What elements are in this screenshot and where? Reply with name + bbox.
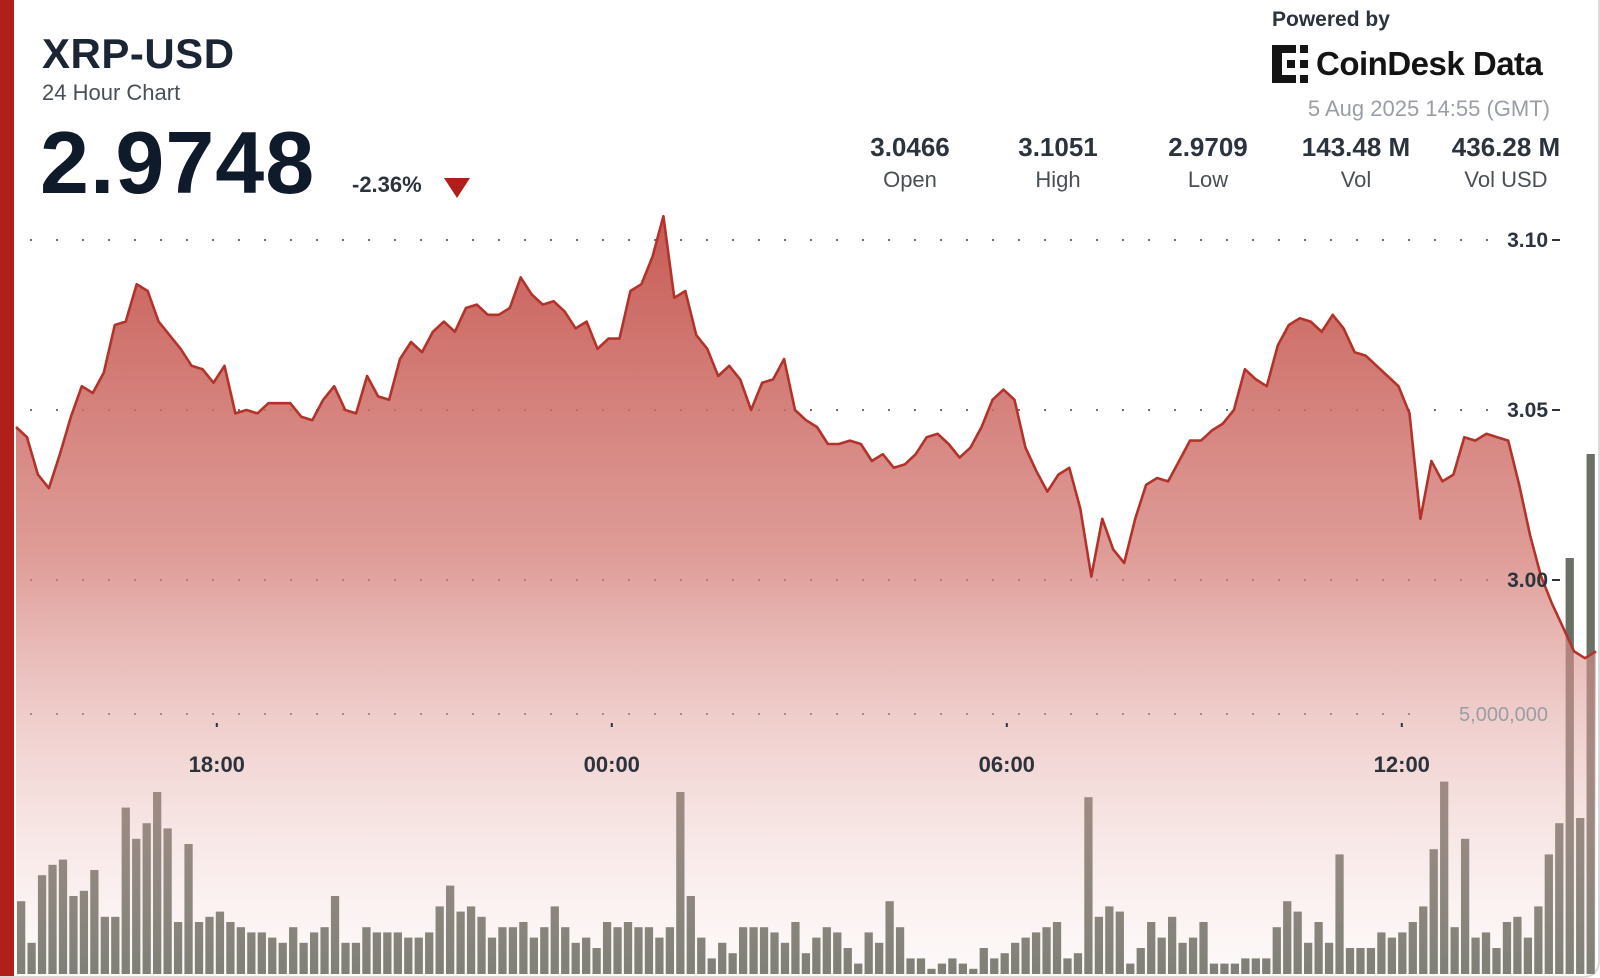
price-area-fill <box>16 216 1596 974</box>
accent-bar <box>0 0 14 978</box>
x-tick-label: 12:00 <box>1374 752 1430 777</box>
stat-label: Low <box>1187 167 1229 192</box>
stat-label: Vol USD <box>1464 167 1548 192</box>
stat-high: 3.1051 High <box>988 132 1128 198</box>
x-tick-label: 06:00 <box>979 752 1035 777</box>
stat-label: Vol <box>1340 167 1372 192</box>
timestamp: 5 Aug 2025 14:55 (GMT) <box>1307 96 1550 121</box>
stat-label: Open <box>883 167 937 192</box>
price-area <box>15 214 1597 974</box>
current-price: 2.9748 <box>40 113 316 212</box>
stat-vol-usd: 436.28 M Vol USD <box>1436 132 1576 198</box>
coindesk-logo: CoinDesk Data <box>1272 44 1543 84</box>
brand-name: CoinDesk Data <box>1316 45 1543 82</box>
stat-vol: 143.48 M Vol <box>1286 132 1426 198</box>
volume-tick-label: 5,000,000 <box>1459 704 1548 726</box>
x-tick-label: 18:00 <box>189 752 245 777</box>
y-tick-label: 3.05 <box>1507 399 1548 422</box>
stat-value: 143.48 M <box>1301 132 1411 162</box>
stat-value: 3.1051 <box>1018 132 1098 162</box>
coindesk-logo-icon <box>1272 45 1308 83</box>
price-change: -2.36% <box>352 172 422 197</box>
stat-value: 436.28 M <box>1451 132 1561 162</box>
stat-value: 3.0466 <box>870 132 950 162</box>
axis-labels: 3.10 3.05 3.00 5,000,000 18:00 00:00 06:00 12:0… <box>189 229 1560 777</box>
powered-by-label: Powered by <box>1272 8 1390 31</box>
stat-value: 2.9709 <box>1168 132 1248 162</box>
price-line <box>15 214 1597 660</box>
x-tick-label: 00:00 <box>584 752 640 777</box>
stat-label: High <box>1035 167 1081 192</box>
symbol-title: XRP-USD <box>42 30 235 77</box>
stat-low: 2.9709 Low <box>1138 132 1278 198</box>
down-arrow-icon <box>444 178 470 198</box>
stat-open: 3.0466 Open <box>840 132 980 198</box>
y-tick-label: 3.00 <box>1507 569 1548 592</box>
y-tick-label: 3.10 <box>1507 229 1548 252</box>
chart-subtitle: 24 Hour Chart <box>42 80 181 105</box>
